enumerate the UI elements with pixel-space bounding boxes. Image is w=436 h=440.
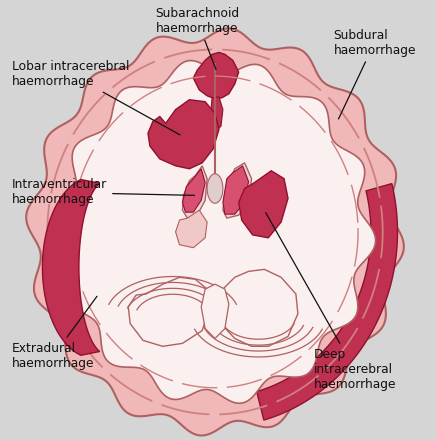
Text: Extradural
haemorrhage: Extradural haemorrhage	[12, 296, 97, 370]
Polygon shape	[183, 166, 207, 218]
Polygon shape	[183, 169, 205, 212]
Polygon shape	[193, 52, 238, 99]
Text: Lobar intracerebral
haemorrhage: Lobar intracerebral haemorrhage	[12, 60, 180, 135]
Text: Subarachnoid
haemorrhage: Subarachnoid haemorrhage	[155, 7, 239, 70]
Polygon shape	[54, 61, 375, 403]
Polygon shape	[207, 174, 223, 203]
Polygon shape	[238, 171, 288, 238]
Polygon shape	[26, 28, 404, 436]
Polygon shape	[176, 210, 207, 248]
Polygon shape	[257, 183, 398, 420]
Polygon shape	[223, 163, 252, 218]
Text: Subdural
haemorrhage: Subdural haemorrhage	[334, 29, 416, 119]
Polygon shape	[42, 180, 100, 356]
Polygon shape	[217, 269, 298, 346]
Polygon shape	[201, 284, 229, 338]
Text: Deep
intracerebral
haemorrhage: Deep intracerebral haemorrhage	[266, 213, 396, 392]
Text: Intraventricular
haemorrhage: Intraventricular haemorrhage	[12, 179, 194, 206]
Polygon shape	[223, 166, 249, 214]
Polygon shape	[210, 97, 223, 131]
Polygon shape	[148, 100, 219, 169]
Polygon shape	[128, 277, 209, 346]
